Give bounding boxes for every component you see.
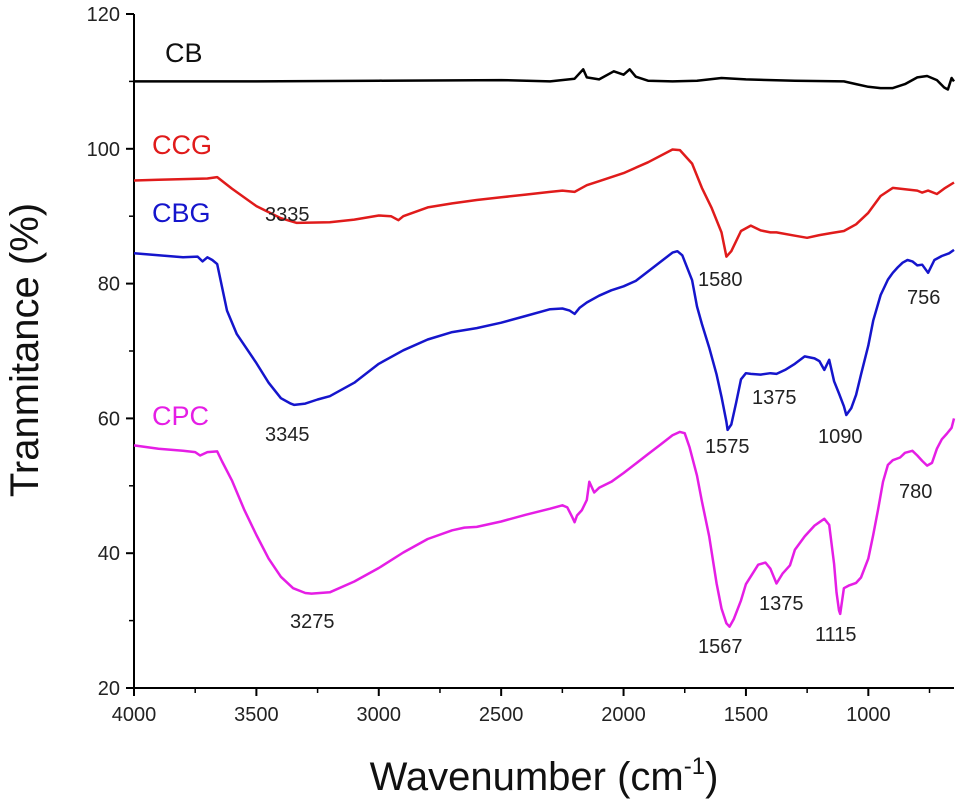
x-axis-title-main: Wavenumber (cm [370,755,684,799]
peak-label-cbg-756: 756 [907,287,940,309]
series-label-cb: CB [165,38,203,68]
series-line-cb [134,68,956,91]
x-tick-label: 3000 [357,704,402,726]
peak-label-cbg-1090: 1090 [818,426,863,448]
series-label-cbg: CBG [152,198,211,228]
x-axis-ticks: 4000 3500 3000 2500 2000 1500 1000 [112,688,931,726]
peak-label-ccg-1580: 1580 [698,269,743,291]
plot-frame [133,14,954,689]
y-tick-label: 60 [98,408,120,430]
series-label-ccg: CCG [152,130,212,160]
x-axis-title-superscript: -1 [684,753,705,780]
series-line-ccg [133,148,955,258]
x-tick-label: 2500 [479,704,524,726]
series-lines [133,68,956,628]
x-tick-label: 4000 [112,704,157,726]
x-tick-label: 2000 [601,704,646,726]
y-tick-label: 100 [87,139,120,161]
series-line-cbg [133,248,955,432]
peak-label-cbg-1375: 1375 [752,387,797,409]
peak-label-cpc-3275: 3275 [290,611,335,633]
y-axis-title: Tranmitance (%) [3,203,47,497]
x-axis-title: Wavenumber (cm-1) [370,753,719,799]
x-tick-label: 1500 [724,704,769,726]
series-line-cpc [133,418,956,628]
y-tick-label: 20 [98,678,120,700]
peak-label-ccg-3335: 3335 [265,204,310,226]
peak-label-cpc-1375: 1375 [759,593,804,615]
peak-label-cpc-780: 780 [899,481,932,503]
y-tick-label: 40 [98,543,120,565]
x-tick-label: 1000 [846,704,891,726]
series-label-cpc: CPC [152,401,209,431]
peak-label-cpc-1567: 1567 [698,636,743,658]
peak-label-cbg-1575: 1575 [705,436,750,458]
y-tick-label: 80 [98,274,120,296]
y-axis-ticks: 20 40 60 80 100 120 [87,4,134,700]
y-tick-label: 120 [87,4,120,26]
peak-label-cpc-1115: 1115 [815,624,857,646]
peak-label-cbg-3345: 3345 [265,424,310,446]
x-axis-title-close: ) [705,755,718,799]
x-tick-label: 3500 [234,704,279,726]
